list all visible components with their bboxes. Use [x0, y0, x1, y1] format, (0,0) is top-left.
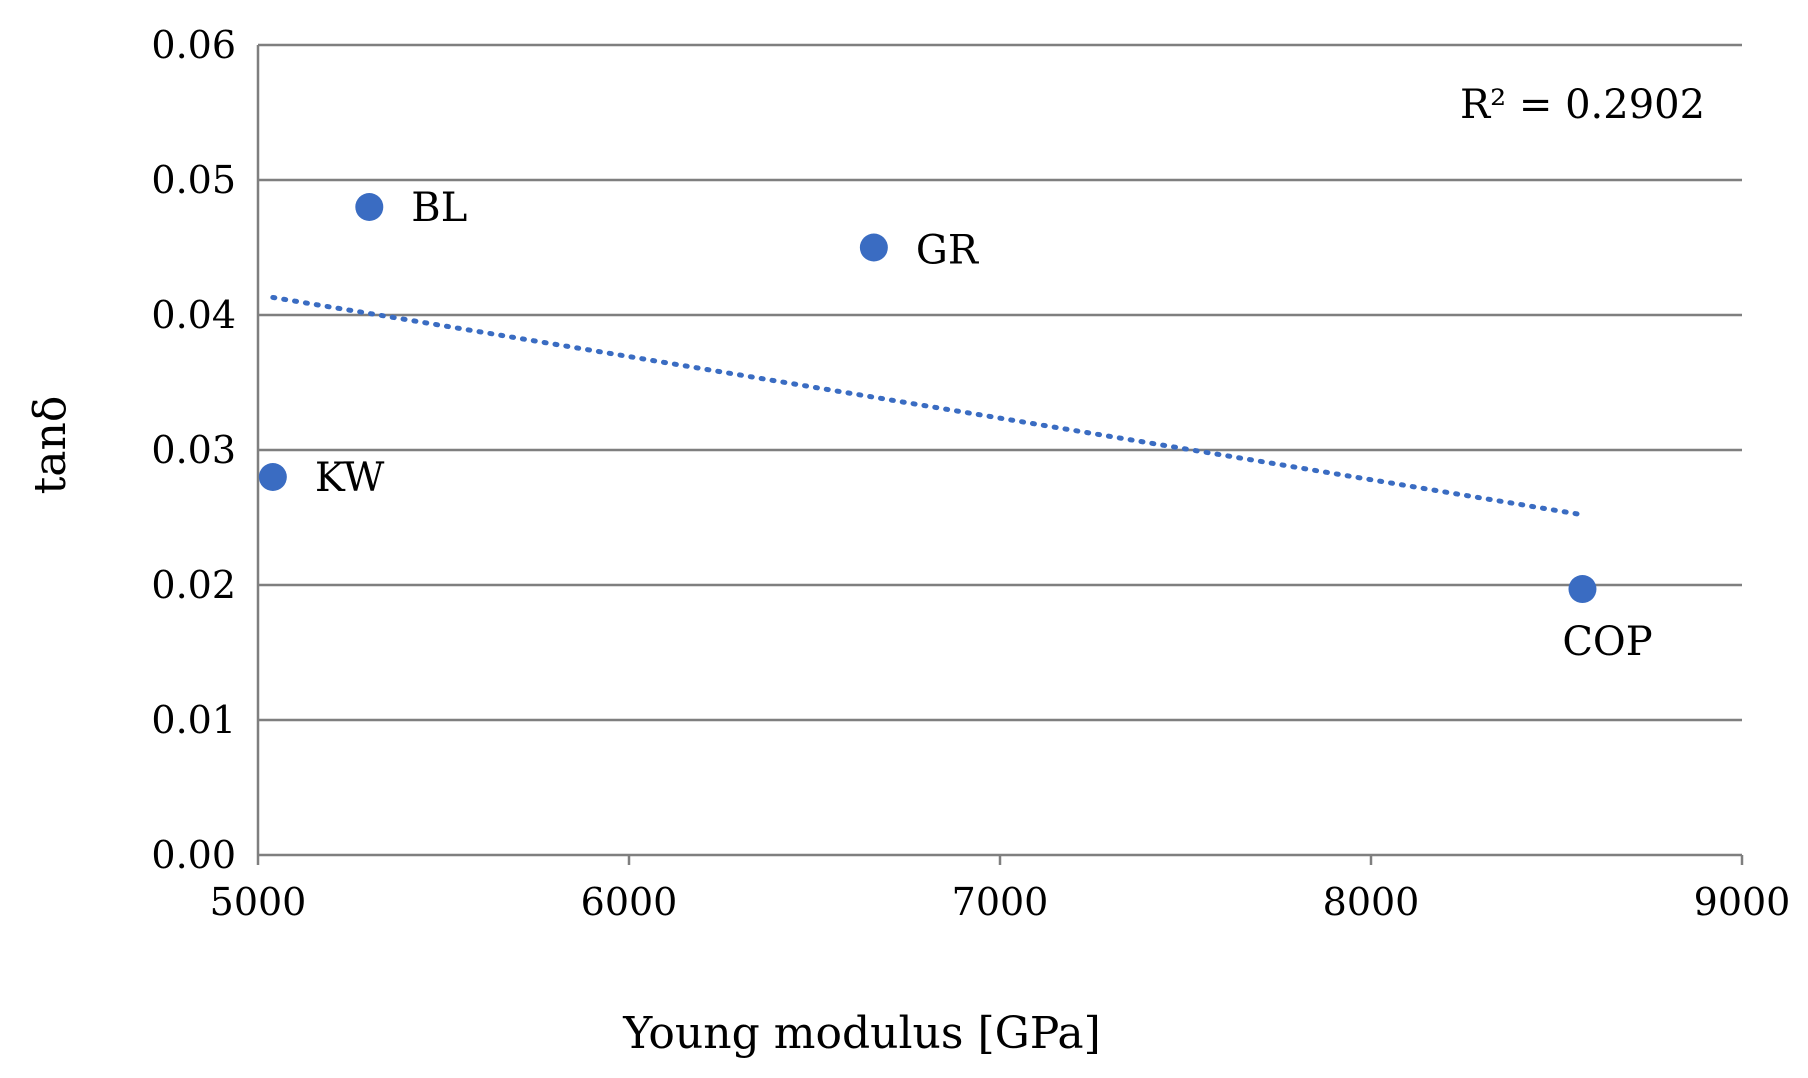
y-tick-label: 0.00: [151, 833, 236, 877]
r-squared-annotation: R² = 0.2902: [1460, 82, 1705, 128]
x-tick-label: 5000: [210, 880, 307, 924]
data-point-bl: [355, 193, 384, 221]
point-label-bl: BL: [411, 185, 467, 231]
point-labels: BL GR KW COP: [315, 185, 1653, 665]
point-label-kw: KW: [315, 455, 385, 501]
y-tick-label: 0.05: [151, 158, 236, 202]
x-axis-title: Young modulus [GPa]: [622, 1008, 1101, 1059]
y-tick-label: 0.04: [151, 293, 236, 337]
x-tick-label: 6000: [581, 880, 678, 924]
x-axis-ticks: 5000 6000 7000 8000 9000: [210, 855, 1791, 924]
data-point-cop: [1568, 575, 1597, 604]
data-point-gr: [859, 233, 888, 262]
x-tick-label: 8000: [1323, 880, 1420, 924]
y-axis-title: tanδ: [25, 396, 76, 495]
trendline-group: [270, 294, 1585, 518]
data-points: [258, 193, 1597, 604]
point-label-gr: GR: [916, 228, 980, 274]
gridlines: [258, 43, 1742, 722]
data-point-kw: [258, 463, 287, 491]
y-tick-label: 0.03: [151, 428, 236, 472]
point-label-cop: COP: [1562, 619, 1652, 665]
x-tick-label: 9000: [1694, 880, 1791, 924]
y-tick-label: 0.06: [151, 23, 236, 67]
y-tick-label: 0.01: [151, 698, 236, 742]
x-tick-label: 7000: [952, 880, 1049, 924]
y-axis-ticks: 0.00 0.01 0.02 0.03 0.04 0.05 0.06: [151, 23, 236, 877]
y-tick-label: 0.02: [151, 563, 236, 607]
trendline: [270, 294, 1585, 518]
